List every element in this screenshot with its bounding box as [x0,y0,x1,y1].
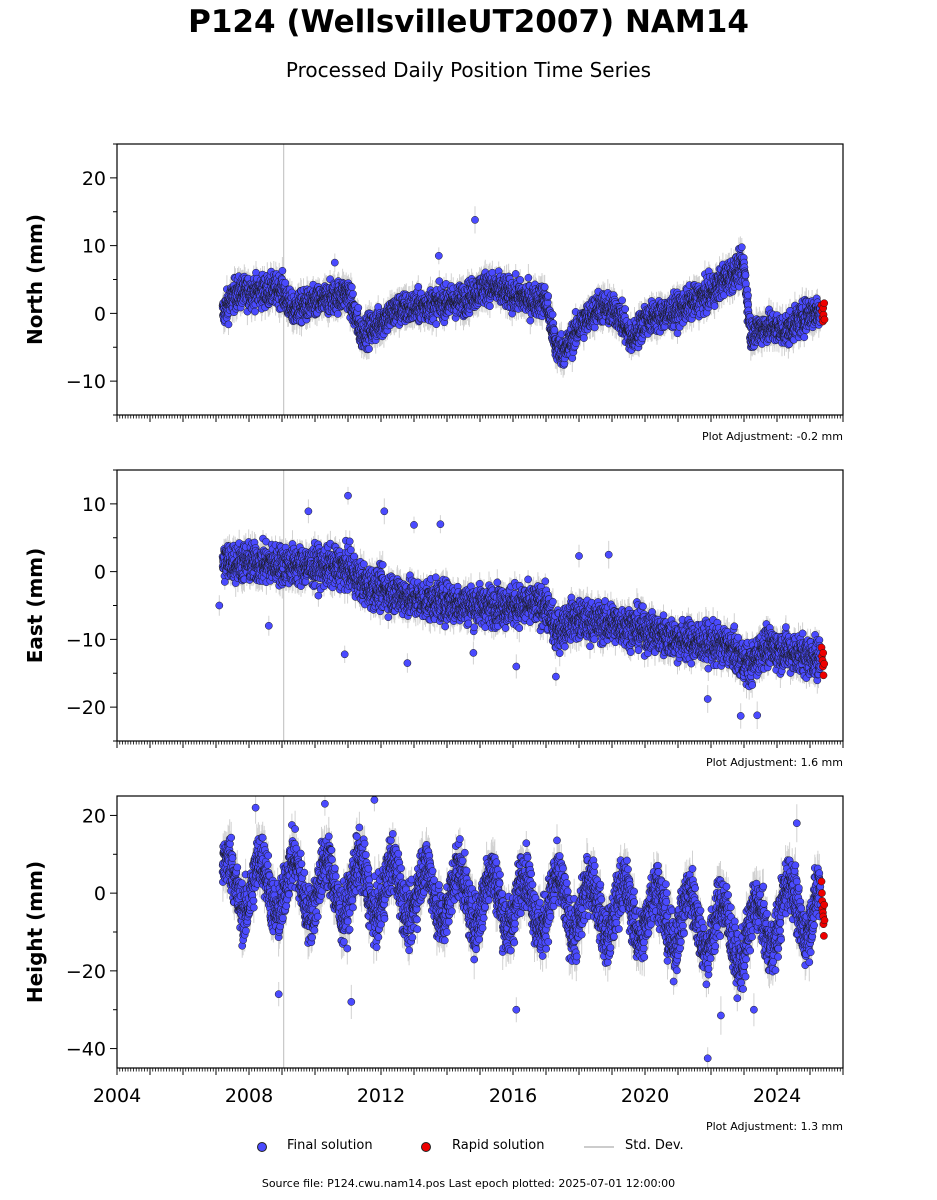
y-tick-label: 0 [94,303,106,325]
data-point [281,278,290,287]
data-point [414,283,423,291]
chart-title: P124 (WellsvilleUT2007) NAM14 [188,4,749,40]
final-solution-points [215,491,825,720]
data-point [548,310,557,319]
data-point [365,345,373,353]
data-point [580,334,588,342]
data-point [347,283,356,291]
data-point [800,333,809,342]
data-point [618,296,626,305]
data-point [540,283,549,291]
data-point [742,279,750,288]
data-point [251,307,259,316]
data-point [434,251,443,260]
y-tick-label: 10 [82,236,106,258]
data-point [471,216,479,224]
final-solution-points [218,216,825,369]
data-point [486,302,494,311]
y-axis-label: North (mm) [23,214,47,345]
data-point [550,326,559,334]
y-tick-label: −10 [66,371,106,393]
rapid-point [820,299,829,308]
data-point [744,291,752,300]
data-point [354,303,363,312]
data-point [526,316,535,325]
data-point [330,258,339,267]
data-point [516,276,525,284]
data-point [737,243,746,252]
data-point [333,310,342,318]
data-point [621,305,630,313]
plot-adjustment: Plot Adjustment: -0.2 mm [702,430,843,443]
data-point [524,273,533,282]
data-point [224,320,233,329]
data-point [432,320,441,329]
panel-1: −10 0 10 20 North (mm) Plot Adjustment: -0.2 … [23,143,844,443]
data-point [710,302,719,310]
data-point [544,292,552,300]
plot-area [215,470,829,741]
plot-area [218,144,829,415]
y-tick-label: 20 [82,168,106,190]
rapid-point [820,315,829,324]
data-point [741,271,750,279]
data-point [349,290,357,298]
data-point [511,270,520,278]
data-point [278,266,287,275]
chart-subtitle: Processed Daily Position Time Series [285,58,652,82]
rapid-solution-points [817,299,829,326]
